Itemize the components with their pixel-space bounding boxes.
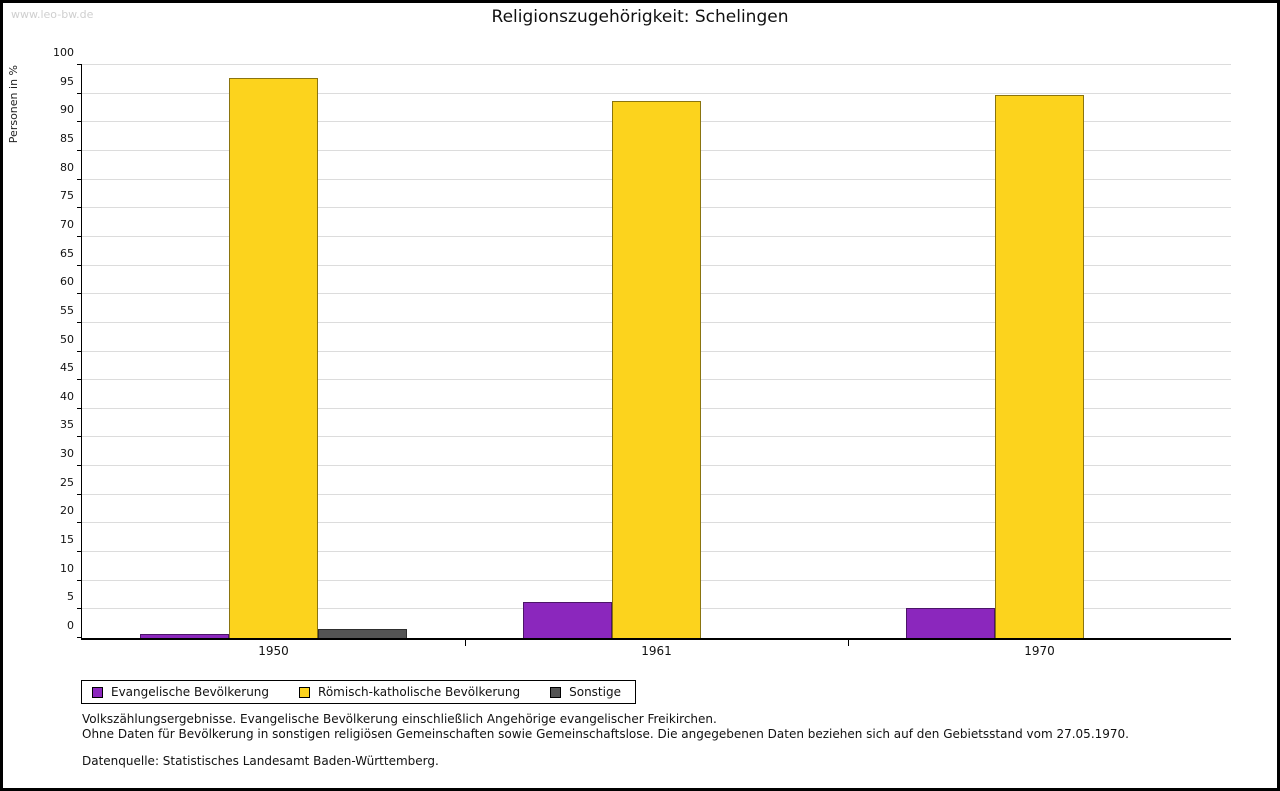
- footnote-line: Ohne Daten für Bevölkerung in sonstigen …: [82, 727, 1129, 741]
- y-tick-mark: [77, 407, 82, 409]
- bar-1970-1: [995, 95, 1084, 638]
- legend-swatch: [550, 686, 562, 698]
- y-tick-mark: [77, 608, 82, 610]
- y-tick-mark: [77, 493, 82, 495]
- y-tick-mark: [77, 149, 82, 151]
- y-tick-label: 35: [60, 418, 74, 432]
- y-tick-mark: [77, 207, 82, 209]
- legend-swatch: [299, 686, 311, 698]
- bar-1970-0: [906, 607, 995, 638]
- y-tick-mark: [77, 178, 82, 180]
- legend-item: Sonstige: [550, 685, 621, 699]
- y-tick-label: 15: [60, 533, 74, 547]
- y-tick-label: 70: [60, 217, 74, 231]
- legend-label: Sonstige: [569, 685, 621, 699]
- y-tick-label: 65: [60, 246, 74, 260]
- y-tick-mark: [77, 321, 82, 323]
- x-tick-mark: [848, 640, 849, 646]
- y-tick-mark: [77, 522, 82, 524]
- site-watermark: www.leo-bw.de: [11, 8, 94, 21]
- y-tick-mark: [77, 379, 82, 381]
- legend-item: Römisch-katholische Bevölkerung: [299, 685, 520, 699]
- y-tick-label: 0: [67, 619, 74, 632]
- y-tick-label: 95: [60, 74, 74, 88]
- plot-area: 0 5 10 15 20 25 30 35 40 45 50 55 60 65 70 75 80 85 90 95 10…: [53, 46, 1231, 658]
- y-tick-mark: [77, 293, 82, 295]
- bar-1961-0: [523, 601, 612, 638]
- bar-1950-0: [140, 634, 229, 638]
- y-tick-mark: [77, 465, 82, 467]
- y-tick-mark: [77, 64, 82, 65]
- footnote-source: Datenquelle: Statistisches Landesamt Bad…: [82, 754, 439, 768]
- legend-label: Evangelische Bevölkerung: [111, 685, 270, 699]
- bar-1950-2: [318, 629, 407, 638]
- y-tick-label: 50: [60, 332, 74, 346]
- gridline: [82, 92, 1231, 94]
- y-tick-mark: [77, 436, 82, 438]
- bar-1950-1: [229, 77, 318, 638]
- gridline: [82, 64, 1231, 65]
- y-tick-label: 80: [60, 160, 74, 174]
- footnote-line: Volkszählungsergebnisse. Evangelische Be…: [82, 712, 717, 726]
- x-tick-mark: [465, 640, 466, 646]
- y-tick-label: 85: [60, 131, 74, 145]
- y-axis-title: Personen in %: [7, 65, 20, 144]
- y-tick-label: 5: [67, 590, 74, 604]
- y-tick-mark: [77, 264, 82, 266]
- x-axis-label: 1970: [1024, 644, 1055, 658]
- y-tick-label: 30: [60, 447, 74, 461]
- y-tick-mark: [77, 92, 82, 94]
- y-tick-label: 20: [60, 504, 74, 518]
- footnotes: Volkszählungsergebnisse. Evangelische Be…: [82, 712, 1257, 769]
- y-tick-label: 10: [60, 561, 74, 575]
- legend-label: Römisch-katholische Bevölkerung: [318, 685, 521, 699]
- legend: Evangelische Bevölkerung Römisch-katholis…: [81, 680, 636, 704]
- y-tick-label: 60: [60, 275, 74, 289]
- bar-1961-1: [612, 101, 701, 638]
- y-tick-label: 90: [60, 103, 74, 117]
- y-tick-label: 25: [60, 475, 74, 489]
- y-tick-mark: [77, 121, 82, 123]
- chart-title: Religionszugehörigkeit: Schelingen: [491, 7, 789, 27]
- y-tick-mark: [77, 551, 82, 553]
- y-tick-label: 55: [60, 303, 74, 317]
- y-tick-label: 45: [60, 361, 74, 375]
- y-tick-label: 75: [60, 189, 74, 203]
- y-tick-label: 100: [53, 46, 74, 59]
- x-axis-label: 1950: [258, 644, 289, 658]
- legend-item: Evangelische Bevölkerung: [92, 685, 269, 699]
- legend-swatch: [92, 686, 103, 698]
- y-tick-mark: [77, 637, 82, 638]
- y-tick-mark: [77, 235, 82, 237]
- x-axis-label: 1961: [641, 644, 672, 658]
- y-tick-label: 40: [60, 389, 74, 403]
- y-tick-mark: [77, 350, 82, 352]
- y-tick-mark: [77, 579, 82, 581]
